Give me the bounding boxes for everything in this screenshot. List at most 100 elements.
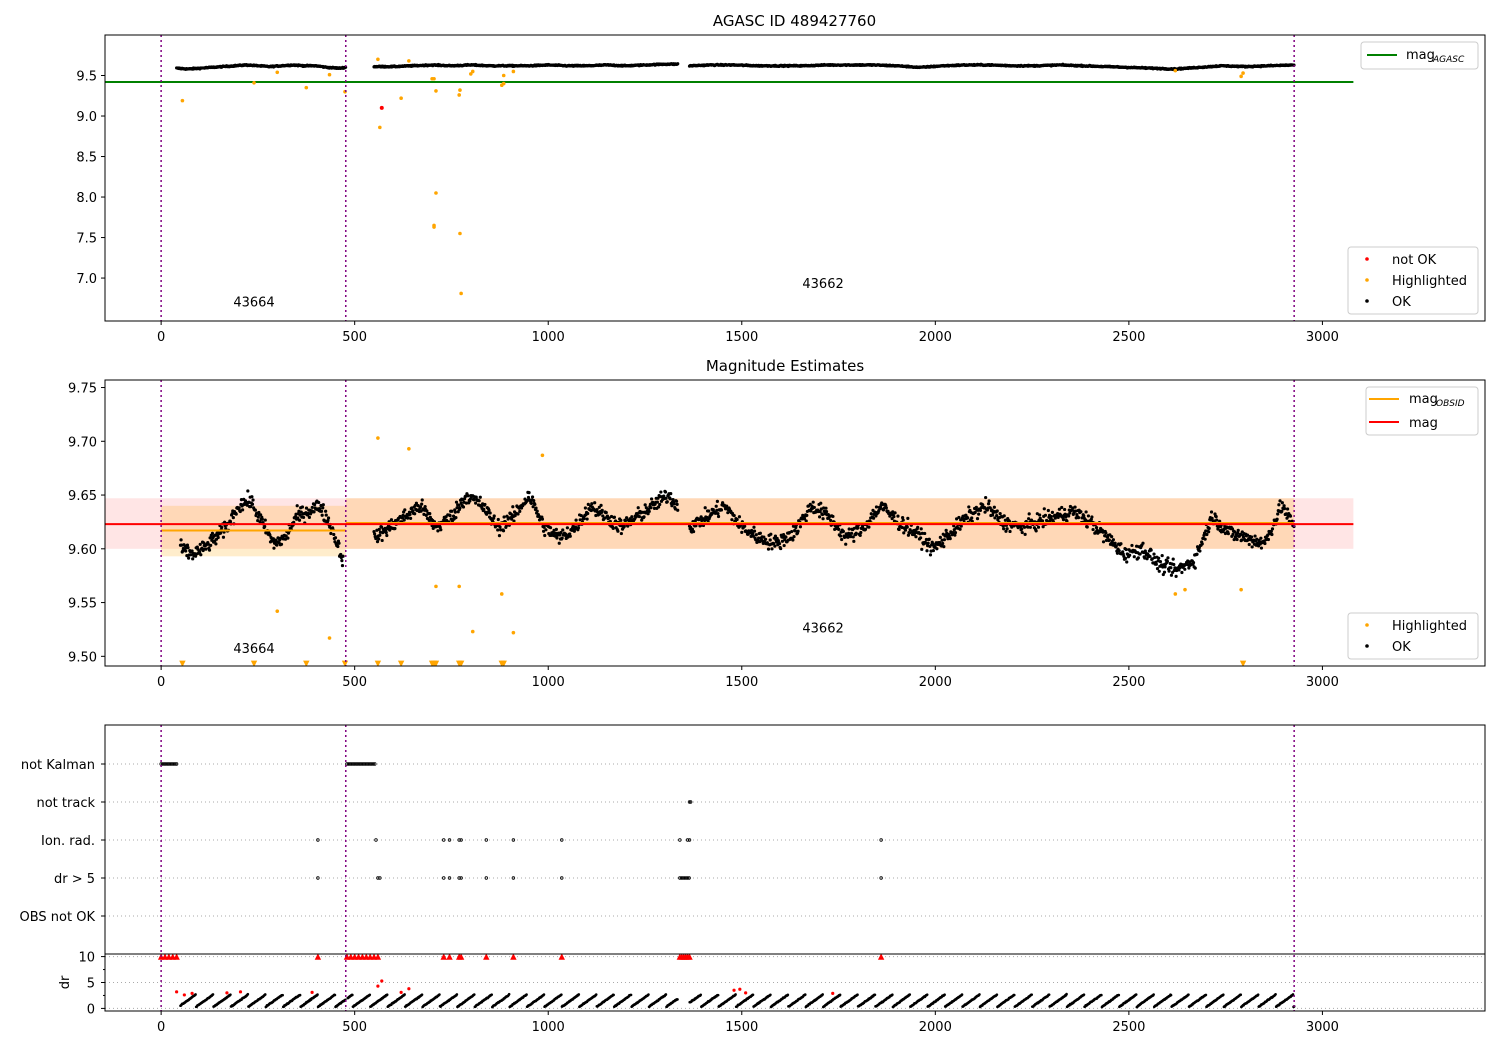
- ok-point: [535, 509, 539, 513]
- ok-point: [1083, 518, 1088, 522]
- ok-point: [1084, 510, 1088, 514]
- ok-point: [726, 511, 730, 515]
- y-tick-label: 9.60: [68, 543, 97, 558]
- ok-point: [1241, 535, 1246, 539]
- ok-point: [649, 497, 654, 501]
- ok-point: [1086, 514, 1091, 518]
- flag-marker: [348, 762, 352, 766]
- ok-point: [1027, 512, 1031, 516]
- y-tick-label: 9.75: [68, 382, 97, 397]
- x-tick-label: 3000: [1306, 675, 1339, 690]
- ok-point: [1073, 505, 1077, 509]
- dr-ok-point: [229, 993, 232, 996]
- ok-point: [1020, 527, 1024, 531]
- x-tick-label: 2500: [1112, 330, 1145, 345]
- ok-point: [221, 535, 226, 539]
- highlighted-below-marker: [250, 660, 258, 666]
- dr-ok-point: [298, 993, 302, 997]
- ok-point: [1060, 505, 1064, 510]
- ok-point: [664, 496, 668, 500]
- ok-point: [777, 542, 782, 546]
- ok-point: [1038, 513, 1042, 517]
- ok-point: [373, 532, 377, 536]
- obsid-label: 43662: [802, 277, 843, 292]
- ok-point: [1266, 537, 1271, 542]
- ok-point: [561, 528, 565, 532]
- legend-marker: [1365, 257, 1369, 261]
- ok-point: [831, 514, 835, 519]
- ok-point: [230, 512, 234, 516]
- ok-point: [1245, 533, 1250, 537]
- ok-point: [1162, 570, 1167, 574]
- ok-point: [1050, 510, 1055, 514]
- ok-point: [385, 533, 389, 538]
- ok-point: [735, 517, 739, 522]
- ok-point: [1249, 535, 1254, 539]
- ok-point: [586, 502, 590, 506]
- legend-label: OK: [1392, 295, 1411, 310]
- ok-point: [781, 533, 786, 537]
- obsid-label: 43662: [802, 622, 843, 637]
- flag-marker: [560, 838, 564, 842]
- ok-point: [1091, 527, 1095, 532]
- dr-ok-point: [316, 993, 319, 996]
- legend-marker: [1365, 623, 1369, 627]
- legend-top-1: [1360, 41, 1479, 70]
- ok-point: [1172, 562, 1176, 567]
- ok-point: [409, 516, 413, 520]
- ok-point: [897, 527, 901, 532]
- x-tick-label: 2500: [1112, 675, 1145, 690]
- ok-point: [534, 506, 538, 510]
- ok-point: [320, 513, 324, 517]
- ok-point: [531, 505, 535, 509]
- ok-point: [1183, 567, 1187, 571]
- ok-point: [436, 529, 440, 533]
- ok-point: [637, 514, 641, 519]
- ok-point: [245, 503, 249, 507]
- ok-point: [944, 528, 948, 532]
- ok-point: [1067, 514, 1071, 518]
- ok-point: [393, 526, 397, 531]
- flag-marker: [356, 762, 360, 766]
- ok-point: [931, 542, 935, 546]
- legend-bottom-2: [1347, 612, 1479, 660]
- ok-point: [377, 527, 381, 531]
- ok-point: [793, 529, 797, 533]
- chart-title: AGASC ID 489427760: [713, 12, 876, 30]
- ok-point: [805, 513, 809, 517]
- ok-point: [766, 547, 771, 551]
- ok-point: [1028, 525, 1032, 529]
- ok-point: [920, 531, 924, 535]
- flag-marker: [457, 838, 461, 842]
- ok-point: [526, 495, 531, 500]
- flag-marker: [687, 800, 692, 804]
- ok-point: [1165, 559, 1169, 563]
- ok-point: [920, 547, 924, 551]
- ok-point: [1280, 501, 1284, 505]
- ok-point: [454, 500, 459, 504]
- ok-point: [991, 513, 995, 517]
- ok-point: [313, 503, 317, 507]
- axes-frame-1: [104, 34, 1486, 322]
- dr-ok-point: [716, 993, 720, 997]
- highlighted-below-marker: [457, 660, 465, 666]
- y-tick-label: 9.55: [68, 597, 97, 612]
- ok-point: [804, 519, 808, 523]
- ok-point: [1161, 572, 1165, 577]
- ok-point: [1152, 552, 1156, 556]
- flag-marker: [879, 838, 883, 842]
- ok-point: [497, 533, 502, 538]
- highlighted-below-marker: [432, 660, 440, 666]
- flag-marker: [363, 762, 368, 766]
- ok-point: [542, 525, 546, 529]
- ok-point: [340, 563, 345, 568]
- ok-point: [714, 511, 718, 515]
- ok-point: [768, 538, 772, 542]
- ok-point: [540, 517, 545, 521]
- highlighted-point: [407, 447, 411, 451]
- ok-point: [719, 508, 724, 512]
- ok-point: [663, 490, 668, 494]
- ok-point: [377, 537, 381, 541]
- ok-point: [983, 510, 987, 514]
- ok-point: [901, 515, 905, 520]
